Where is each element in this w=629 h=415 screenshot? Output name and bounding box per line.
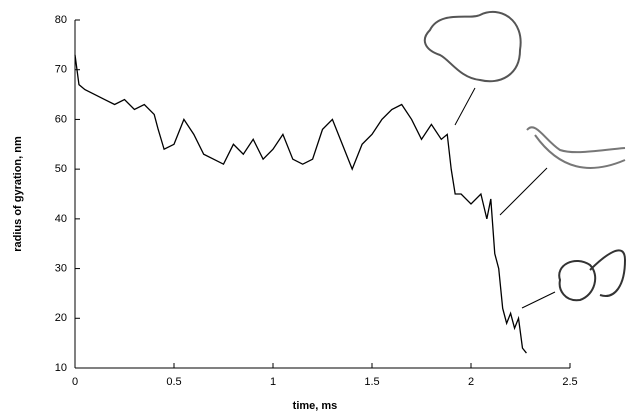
y-tick-label: 10 [55, 362, 67, 374]
x-tick-label: 2 [468, 376, 474, 388]
y-tick-label: 60 [55, 113, 67, 125]
y-tick-label: 80 [55, 14, 67, 26]
y-tick-label: 70 [55, 64, 67, 76]
x-tick-label: 1 [270, 376, 276, 388]
y-tick-label: 50 [55, 163, 67, 175]
x-tick-label: 0 [72, 376, 78, 388]
data-line [74, 54, 527, 354]
y-axis-title: radius of gyration, nm [12, 136, 24, 252]
y-tick-label: 30 [55, 262, 67, 274]
y-tick-label: 20 [55, 312, 67, 324]
x-tick-label: 1.5 [364, 376, 379, 388]
x-axis-title: time, ms [293, 400, 338, 412]
x-tick-label: 2.5 [562, 376, 577, 388]
structure-illustrations [423, 10, 627, 309]
x-tick-label: 0.5 [166, 376, 181, 388]
y-tick-label: 40 [55, 213, 67, 225]
